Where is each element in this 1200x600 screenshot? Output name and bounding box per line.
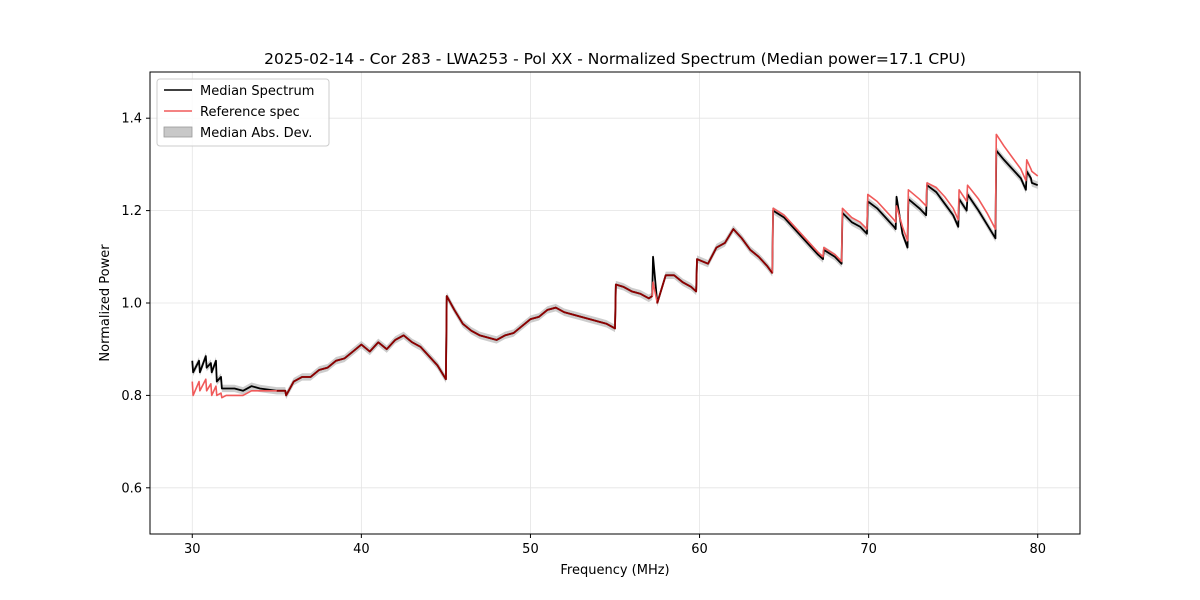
x-tick-label: 80: [1029, 542, 1046, 557]
y-tick-label: 1.4: [121, 112, 142, 127]
legend-mad-label: Median Abs. Dev.: [200, 126, 312, 141]
legend-reference-label: Reference spec: [200, 105, 300, 120]
legend-mad-swatch: [163, 126, 193, 138]
y-axis-label: Normalized Power: [98, 244, 113, 362]
legend-median-label: Median Spectrum: [200, 84, 314, 99]
x-tick-label: 70: [860, 542, 877, 557]
x-tick-label: 60: [691, 542, 708, 557]
y-tick-label: 1.0: [121, 297, 142, 312]
x-tick-label: 30: [184, 542, 201, 557]
series-layer: [191, 133, 1039, 399]
legend-box: [156, 78, 330, 147]
x-tick-label: 40: [353, 542, 370, 557]
y-tick-label: 1.2: [121, 204, 142, 219]
y-tick-label: 0.6: [121, 481, 142, 496]
x-tick-label: 50: [522, 542, 539, 557]
axis-ticks: 30 40 50 60 70 80 0.6 0.8 1.0 1.2 1.4: [121, 112, 1046, 557]
overlap-line: [276, 228, 773, 397]
x-axis-label: Frequency (MHz): [560, 563, 669, 578]
legend: Median Spectrum Reference spec Median Ab…: [156, 78, 330, 147]
chart-title: 2025-02-14 - Cor 283 - LWA253 - Pol XX -…: [264, 50, 966, 68]
y-tick-label: 0.8: [121, 389, 142, 404]
